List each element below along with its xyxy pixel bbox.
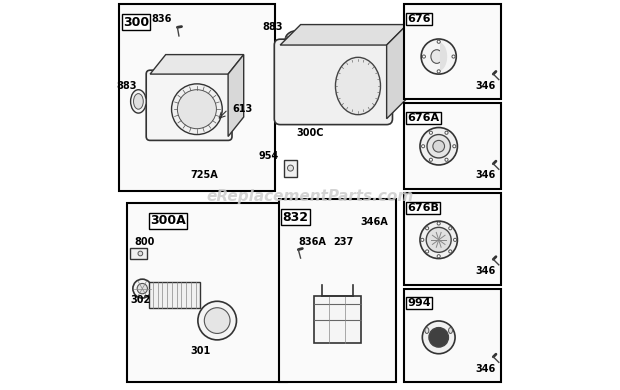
Circle shape — [453, 238, 457, 241]
Text: 836A: 836A — [298, 237, 326, 247]
Text: 613: 613 — [232, 104, 252, 114]
Circle shape — [452, 55, 455, 58]
Circle shape — [138, 251, 143, 256]
Text: 300C: 300C — [296, 128, 324, 138]
Text: 836: 836 — [152, 14, 172, 25]
Circle shape — [429, 131, 433, 134]
Ellipse shape — [292, 35, 305, 43]
Circle shape — [429, 328, 448, 347]
Text: 676: 676 — [407, 14, 431, 24]
Circle shape — [420, 128, 458, 165]
Ellipse shape — [285, 30, 311, 48]
Text: 832: 832 — [283, 211, 309, 223]
Text: eReplacementParts.com: eReplacementParts.com — [206, 190, 414, 204]
Ellipse shape — [205, 308, 230, 333]
Circle shape — [425, 227, 428, 230]
Circle shape — [137, 284, 148, 294]
Text: 237: 237 — [334, 237, 353, 247]
Polygon shape — [280, 25, 407, 45]
Text: 676B: 676B — [407, 203, 440, 213]
Circle shape — [437, 70, 440, 73]
Bar — [404, 193, 501, 285]
Bar — [119, 4, 275, 191]
Text: 346A: 346A — [361, 217, 389, 227]
Circle shape — [433, 140, 445, 152]
Text: 800: 800 — [135, 237, 155, 247]
Polygon shape — [439, 43, 446, 70]
Ellipse shape — [449, 328, 453, 333]
Circle shape — [453, 145, 456, 148]
Circle shape — [449, 227, 452, 230]
Text: 883: 883 — [117, 81, 137, 91]
Bar — [404, 4, 501, 99]
FancyBboxPatch shape — [274, 39, 392, 125]
Text: 676A: 676A — [407, 113, 440, 123]
Ellipse shape — [131, 90, 146, 113]
Circle shape — [437, 222, 440, 225]
Ellipse shape — [177, 90, 216, 129]
Circle shape — [427, 135, 450, 158]
Circle shape — [437, 255, 440, 258]
Circle shape — [133, 279, 152, 298]
Bar — [279, 199, 396, 382]
Ellipse shape — [335, 57, 381, 115]
Text: 302: 302 — [131, 295, 151, 305]
Text: 300A: 300A — [150, 215, 186, 227]
Text: 301: 301 — [191, 346, 211, 356]
Text: 346: 346 — [475, 81, 495, 91]
Ellipse shape — [172, 84, 222, 135]
Circle shape — [429, 158, 433, 161]
Polygon shape — [150, 55, 244, 74]
Text: 725A: 725A — [191, 170, 219, 181]
Bar — [284, 160, 297, 177]
Circle shape — [422, 55, 425, 58]
Bar — [149, 282, 200, 308]
Ellipse shape — [431, 50, 443, 63]
Text: 994: 994 — [407, 298, 431, 308]
Circle shape — [421, 238, 424, 241]
Bar — [126, 203, 286, 382]
Circle shape — [449, 250, 452, 253]
Text: 883: 883 — [262, 22, 283, 32]
Ellipse shape — [133, 94, 143, 109]
Text: 346: 346 — [475, 170, 495, 181]
Polygon shape — [228, 55, 244, 136]
Text: 346: 346 — [475, 363, 495, 374]
Polygon shape — [387, 25, 407, 119]
Bar — [314, 296, 361, 343]
Circle shape — [288, 165, 293, 171]
Bar — [404, 289, 501, 382]
Circle shape — [420, 221, 458, 259]
Ellipse shape — [198, 301, 236, 340]
Circle shape — [425, 250, 428, 253]
Text: 954: 954 — [259, 151, 279, 161]
Bar — [404, 103, 501, 189]
Circle shape — [445, 158, 448, 161]
Circle shape — [422, 321, 455, 354]
Circle shape — [422, 145, 425, 148]
Text: 346: 346 — [475, 266, 495, 276]
Circle shape — [426, 227, 451, 252]
Circle shape — [445, 131, 448, 134]
Circle shape — [421, 39, 456, 74]
Text: 300: 300 — [123, 16, 149, 28]
FancyBboxPatch shape — [146, 70, 232, 140]
Circle shape — [285, 37, 290, 41]
Circle shape — [437, 40, 440, 43]
Ellipse shape — [425, 328, 429, 333]
Circle shape — [307, 37, 311, 41]
Bar — [130, 248, 147, 259]
